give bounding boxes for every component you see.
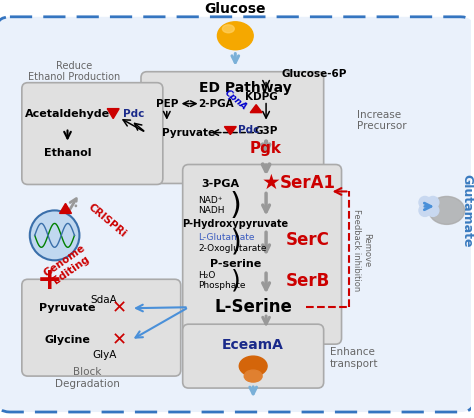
Circle shape [419, 204, 431, 217]
Text: ED Pathway: ED Pathway [199, 81, 292, 94]
Text: EceamA: EceamA [222, 338, 284, 352]
Circle shape [30, 210, 80, 260]
Text: Glucose: Glucose [205, 2, 266, 16]
Polygon shape [60, 204, 72, 214]
Circle shape [427, 204, 439, 217]
Text: ): ) [231, 268, 241, 292]
Text: Pyruvate: Pyruvate [39, 303, 96, 313]
Ellipse shape [429, 196, 465, 224]
Text: SerC: SerC [286, 231, 330, 250]
Text: CpnA: CpnA [223, 88, 249, 112]
Ellipse shape [218, 22, 253, 50]
Text: Pdc: Pdc [123, 109, 145, 119]
FancyBboxPatch shape [182, 324, 324, 388]
Polygon shape [107, 109, 119, 119]
FancyBboxPatch shape [0, 17, 474, 412]
FancyBboxPatch shape [22, 83, 163, 184]
Text: Glycine: Glycine [45, 335, 91, 345]
Text: P-Hydroxypyruvate: P-Hydroxypyruvate [182, 219, 288, 229]
Text: Pdc: Pdc [238, 125, 260, 135]
Text: L-Serine: L-Serine [214, 298, 292, 316]
Text: Genome
Editing: Genome Editing [42, 242, 93, 288]
Text: Glucose-6P: Glucose-6P [282, 69, 347, 79]
FancyBboxPatch shape [22, 279, 181, 376]
Text: L-Glutamate: L-Glutamate [199, 233, 255, 242]
Text: SerA1: SerA1 [280, 174, 336, 192]
Text: Remove
Feedback inhibition: Remove Feedback inhibition [352, 209, 371, 291]
Text: ): ) [231, 228, 242, 256]
Text: G3P: G3P [255, 125, 278, 135]
Text: ✕: ✕ [111, 331, 127, 349]
Text: ): ) [229, 191, 241, 220]
Text: Enhance
transport: Enhance transport [329, 347, 378, 369]
Ellipse shape [239, 356, 267, 376]
Circle shape [419, 196, 431, 209]
Text: 3-PGA: 3-PGA [201, 179, 239, 189]
Text: Block
Degradation: Block Degradation [55, 367, 120, 389]
Ellipse shape [244, 370, 262, 382]
Text: +: + [37, 266, 63, 295]
Text: Glutamate: Glutamate [460, 173, 473, 247]
Ellipse shape [222, 25, 234, 33]
Text: 2-PGA: 2-PGA [199, 99, 234, 109]
Text: Pgk: Pgk [250, 141, 282, 156]
Text: Reduce
Ethanol Production: Reduce Ethanol Production [28, 61, 120, 82]
Text: GlyA: GlyA [92, 350, 117, 360]
Text: NAD⁺: NAD⁺ [199, 196, 223, 205]
Text: Ethanol: Ethanol [44, 148, 91, 158]
Text: SdaA: SdaA [91, 295, 118, 305]
Text: P-serine: P-serine [210, 259, 261, 269]
Text: KDPG: KDPG [245, 92, 277, 102]
Text: NADH: NADH [199, 206, 225, 215]
Text: ★: ★ [262, 173, 281, 192]
Text: SerB: SerB [286, 272, 330, 290]
FancyBboxPatch shape [141, 72, 324, 184]
Polygon shape [250, 104, 262, 112]
Text: Acetaldehyde: Acetaldehyde [25, 109, 110, 119]
Text: Phosphate: Phosphate [199, 281, 246, 290]
Text: CRISPRi: CRISPRi [86, 201, 128, 239]
Text: Increase
Precursor: Increase Precursor [357, 110, 407, 131]
Text: Pyruvate: Pyruvate [162, 127, 215, 138]
Circle shape [427, 196, 439, 209]
Text: 2-Oxoglutarate: 2-Oxoglutarate [199, 244, 267, 253]
FancyBboxPatch shape [182, 165, 342, 344]
Text: ✕: ✕ [111, 299, 127, 317]
Text: PEP: PEP [155, 99, 178, 109]
Text: H₂O: H₂O [199, 271, 216, 280]
Polygon shape [224, 127, 237, 135]
